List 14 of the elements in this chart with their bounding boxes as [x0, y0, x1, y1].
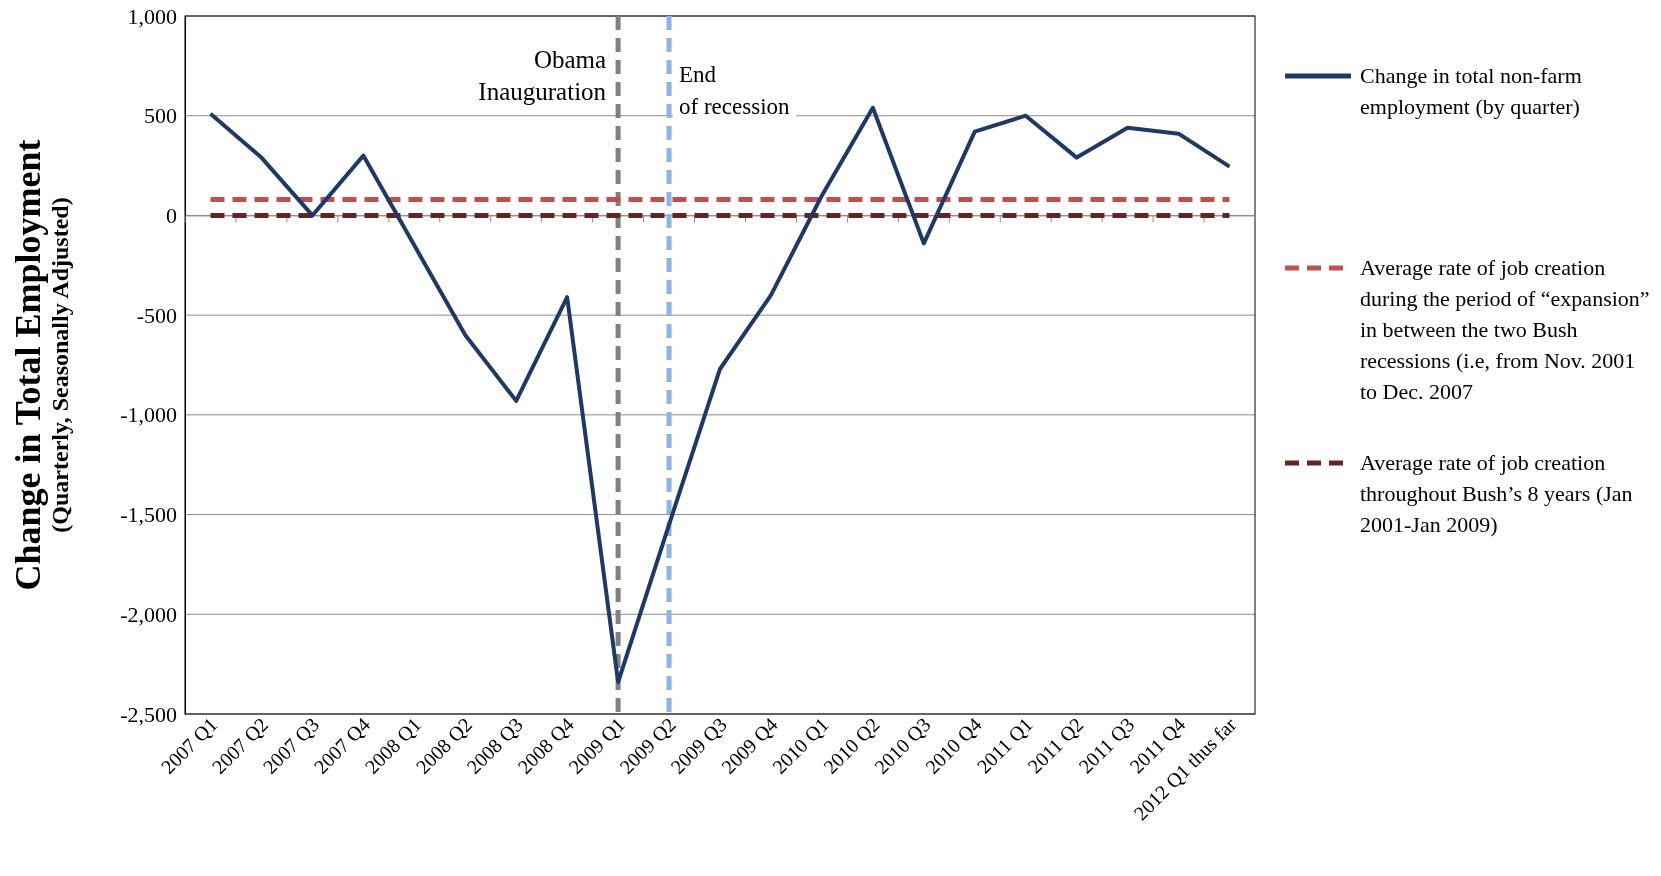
- y-tick-label: -500: [136, 302, 177, 328]
- ref-line-label: Obama Inauguration: [478, 46, 607, 105]
- ref-line-label: End of recession: [679, 62, 791, 119]
- y-tick-label: -2,500: [120, 701, 177, 727]
- y-tick-label: -1,500: [120, 502, 177, 528]
- legend-label: Average rate of job creation throughout Bush’s 8 years (Jan 2001-Jan 2009): [1360, 450, 1633, 537]
- legend-label: Change in total non-farm employment (by quarter): [1360, 63, 1582, 119]
- y-tick-label: -1,000: [120, 402, 177, 428]
- y-tick-label: 0: [166, 202, 177, 228]
- y-tick-label: 1,000: [127, 3, 177, 29]
- y-axis-title: Change in Total Employment (Quarterly, Seasonally Adjusted): [8, 139, 73, 591]
- y-tick-label: -2,000: [120, 601, 177, 627]
- legend-label: Average rate of job creation during the period of “expansion” in between the two Bush recessions (i.e, from Nov. 2001 to Dec. 2007: [1360, 255, 1650, 404]
- y-tick-label: 500: [144, 103, 177, 129]
